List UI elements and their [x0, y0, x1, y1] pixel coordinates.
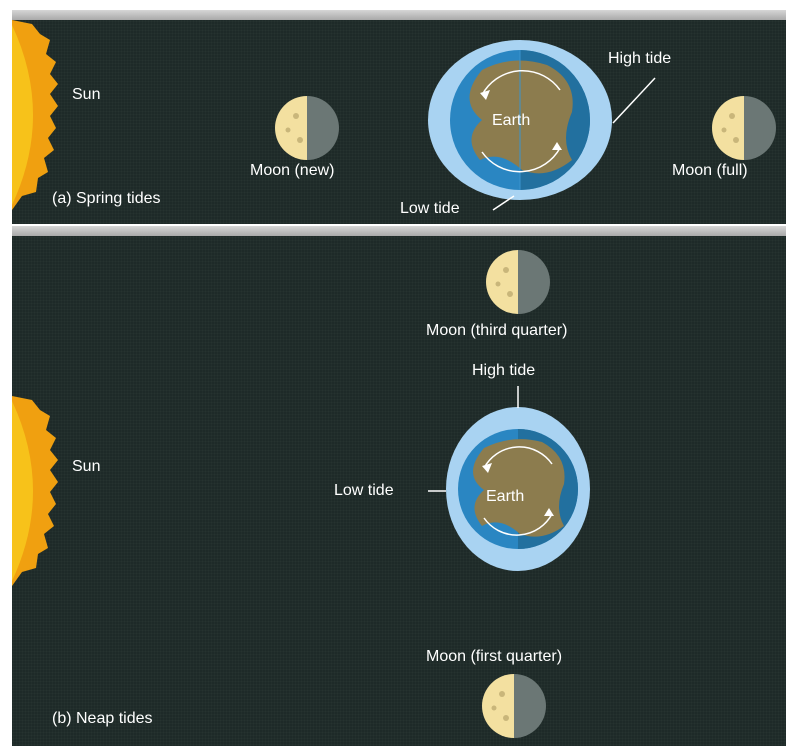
spring-tides-panel: Sun Earth Moon (new) Moon (full) High ti… — [12, 20, 786, 224]
high-tide-label: High tide — [608, 50, 672, 67]
low-tide-label: Low tide — [334, 482, 394, 499]
spring-tides-caption: (a) Spring tides — [52, 190, 161, 207]
earth-label: Earth — [492, 112, 531, 129]
high-tide-leader-line — [612, 77, 656, 124]
neap-tides-caption: (b) Neap tides — [52, 710, 153, 727]
moon-full-icon — [712, 96, 776, 160]
spring-tides-diagram — [12, 20, 776, 211]
neap-tides-panel: Sun Earth Moon (third quarter) Moon (fir… — [12, 236, 786, 746]
moon-third-quarter-icon — [486, 250, 550, 314]
moon-first-quarter-icon — [482, 674, 546, 738]
earth-icon — [428, 40, 612, 200]
panel-b-top-edge — [12, 226, 786, 236]
earth-label: Earth — [486, 488, 525, 505]
panel-a-top-edge — [12, 10, 786, 20]
sun-label: Sun — [72, 458, 101, 475]
moon-new-icon — [275, 96, 339, 160]
neap-tides-diagram — [12, 250, 590, 738]
sun-icon — [12, 20, 58, 210]
high-tide-label: High tide — [472, 362, 536, 379]
moon-full-label: Moon (full) — [672, 162, 748, 179]
moon-first-quarter-label: Moon (first quarter) — [426, 648, 563, 665]
moon-new-label: Moon (new) — [250, 162, 335, 179]
sun-label: Sun — [72, 86, 101, 103]
earth-icon — [446, 407, 590, 571]
sun-icon — [12, 396, 58, 586]
low-tide-leader-line — [492, 195, 515, 211]
low-tide-label: Low tide — [400, 200, 460, 217]
moon-third-quarter-label: Moon (third quarter) — [426, 322, 568, 339]
